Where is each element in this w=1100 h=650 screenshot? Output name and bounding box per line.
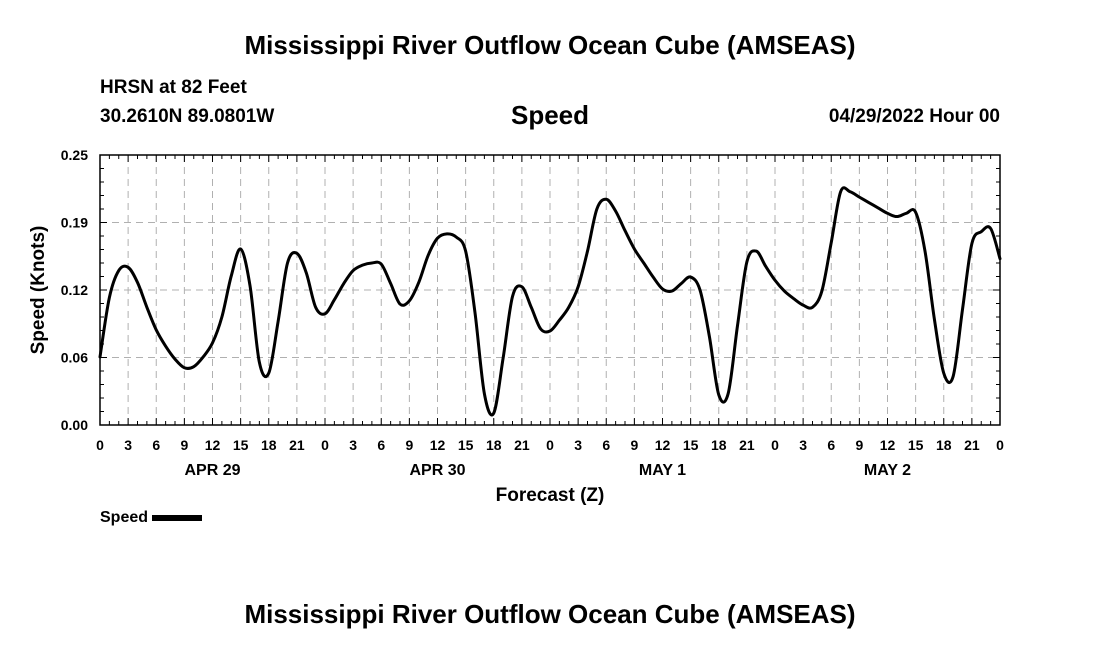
x-tick-label: 0 [771, 437, 779, 453]
x-tick-label: 21 [964, 437, 980, 453]
main-title: Mississippi River Outflow Ocean Cube (AM… [244, 30, 856, 60]
x-tick-label: 9 [405, 437, 413, 453]
x-tick-label: 0 [546, 437, 554, 453]
chart-title: Speed [510, 100, 590, 130]
day-label: APR 30 [409, 462, 465, 479]
x-axis-label: Forecast (Z) [496, 485, 605, 506]
x-tick-label: 15 [458, 437, 474, 453]
x-tick-label: 18 [936, 437, 952, 453]
legend-swatch [152, 515, 203, 521]
x-tick-label: 6 [152, 437, 160, 453]
x-tick-label: 6 [602, 437, 610, 453]
x-tick-label: 6 [377, 437, 385, 453]
day-label: APR 29 [184, 462, 240, 479]
x-tick-label: 9 [180, 437, 188, 453]
x-tick-label: 9 [630, 437, 638, 453]
x-tick-label: 3 [574, 437, 582, 453]
x-tick-label: 0 [321, 437, 329, 453]
x-tick-label: 15 [233, 437, 249, 453]
y-tick-label: 0.19 [61, 215, 88, 231]
x-tick-label: 18 [711, 437, 727, 453]
x-tick-label: 21 [514, 437, 530, 453]
x-tick-label: 18 [261, 437, 277, 453]
station-label: HRSN at 82 Feet [100, 77, 247, 98]
x-tick-label: 12 [655, 437, 671, 453]
x-tick-label: 21 [739, 437, 755, 453]
x-tick-label: 12 [205, 437, 221, 453]
y-tick-label: 0.12 [61, 282, 88, 298]
legend-label: Speed [100, 509, 149, 526]
footer-title: Mississippi River Outflow Ocean Cube (AM… [244, 599, 856, 629]
y-tick-label: 0.25 [61, 147, 88, 163]
x-tick-label: 21 [289, 437, 305, 453]
y-tick-label: 0.00 [61, 417, 88, 433]
datetime-label: 04/29/2022 Hour 00 [828, 106, 1000, 127]
day-label: MAY 1 [639, 462, 686, 479]
x-tick-label: 0 [96, 437, 104, 453]
x-tick-label: 3 [124, 437, 132, 453]
x-tick-label: 3 [799, 437, 807, 453]
day-label: MAY 2 [864, 462, 911, 479]
x-tick-label: 9 [855, 437, 863, 453]
speed-series-line [98, 186, 1002, 417]
x-tick-label: 6 [827, 437, 835, 453]
x-tick-label: 12 [430, 437, 446, 453]
y-tick-label: 0.06 [61, 350, 88, 366]
x-tick-label: 15 [683, 437, 699, 453]
x-tick-label: 12 [880, 437, 896, 453]
x-tick-label: 0 [996, 437, 1004, 453]
x-tick-label: 15 [908, 437, 924, 453]
coordinates-label: 30.2610N 89.0801W [100, 106, 275, 127]
x-tick-label: 18 [486, 437, 502, 453]
x-tick-label: 3 [349, 437, 357, 453]
y-axis-label: Speed (Knots) [28, 226, 49, 355]
legend: Speed [100, 509, 203, 527]
